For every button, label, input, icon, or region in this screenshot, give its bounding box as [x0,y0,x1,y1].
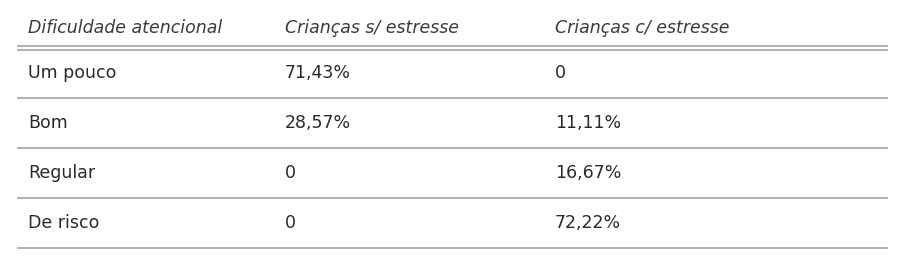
Text: 11,11%: 11,11% [555,114,621,132]
Text: De risco: De risco [28,214,100,232]
Text: 0: 0 [285,164,296,182]
Text: Dificuldade atencional: Dificuldade atencional [28,19,223,37]
Text: 72,22%: 72,22% [555,214,621,232]
Text: 28,57%: 28,57% [285,114,351,132]
Text: 71,43%: 71,43% [285,64,351,82]
Text: Crianças s/ estresse: Crianças s/ estresse [285,19,459,37]
Text: 0: 0 [555,64,566,82]
Text: Bom: Bom [28,114,68,132]
Text: 16,67%: 16,67% [555,164,622,182]
Text: Crianças c/ estresse: Crianças c/ estresse [555,19,729,37]
Text: Regular: Regular [28,164,95,182]
Text: 0: 0 [285,214,296,232]
Text: Um pouco: Um pouco [28,64,117,82]
